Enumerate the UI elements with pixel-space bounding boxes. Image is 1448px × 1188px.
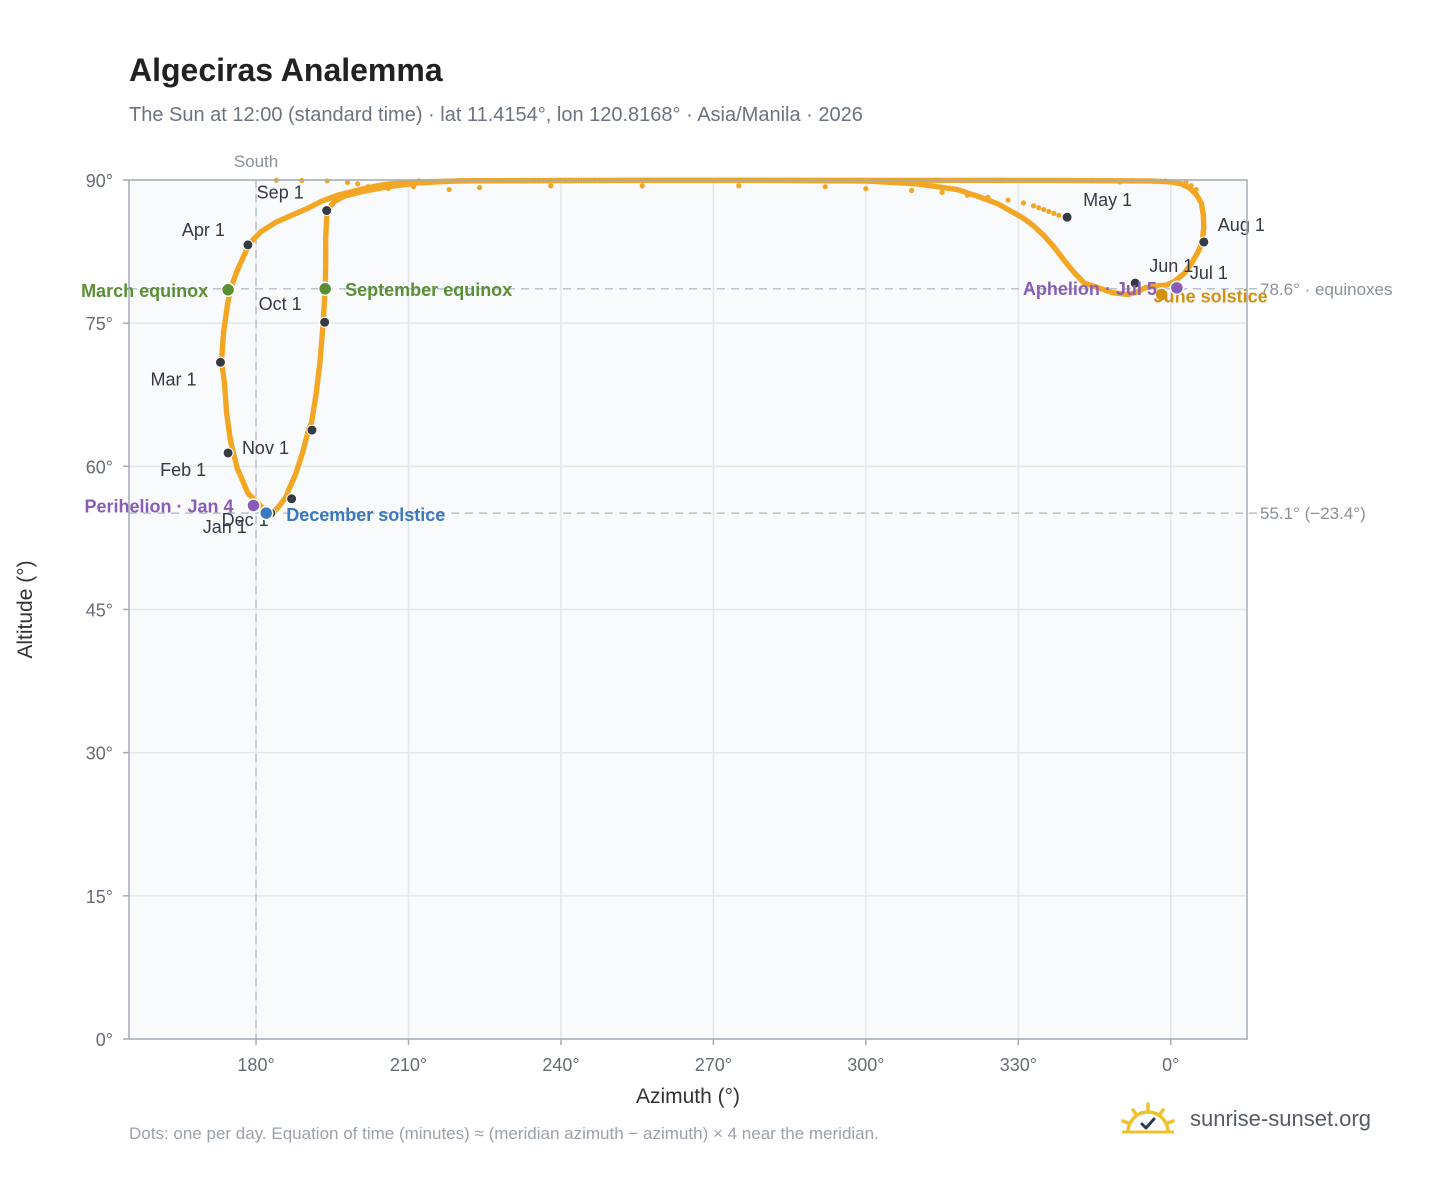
day-dot: [863, 185, 869, 192]
event-dot: [1154, 287, 1169, 302]
month-label: Jul 1: [1190, 263, 1228, 283]
reference-line-label: 78.6° · equinoxes: [1260, 280, 1393, 299]
month-label: Aug 1: [1218, 215, 1265, 235]
day-dot: [1041, 206, 1047, 213]
axis-ticks: 180° 210° 240° 270° 300° 330° 0° 0° 15° 30° 45° 60°…: [86, 171, 1180, 1075]
x-tick-label: 270°: [695, 1055, 732, 1075]
y-tick-label: 15°: [86, 887, 113, 907]
sun-logo-icon: [1121, 1102, 1175, 1134]
x-tick-label: 240°: [542, 1055, 579, 1075]
month-label: Nov 1: [242, 438, 289, 458]
y-tick-label: 90°: [86, 171, 113, 191]
day-dot: [939, 189, 945, 196]
day-dot: [1046, 208, 1052, 215]
day-dot: [1051, 210, 1057, 217]
day-dot: [1056, 212, 1062, 218]
brand[interactable]: sunrise-sunset.org: [1120, 1102, 1371, 1136]
month-dot: [1129, 277, 1141, 289]
month-dot: [242, 239, 254, 251]
month-dot: [319, 316, 331, 328]
event-dot: [317, 281, 333, 297]
y-tick-label: 75°: [86, 314, 113, 334]
day-dot: [477, 185, 483, 191]
event-dot: [246, 498, 261, 513]
event-label: Perihelion · Jan 4: [84, 496, 233, 516]
south-label: South: [234, 152, 278, 171]
day-dot: [1005, 197, 1011, 203]
month-label: Sep 1: [257, 183, 304, 203]
day-dot: [355, 181, 361, 187]
day-dot: [1036, 205, 1042, 211]
month-dot: [214, 356, 226, 368]
brand-name: sunrise-sunset.org: [1190, 1106, 1371, 1131]
day-dot: [1020, 200, 1026, 206]
event-label: Aphelion · Jul 5: [1023, 279, 1157, 299]
event-dot: [258, 505, 274, 521]
event-markers: March equinox September equinox December s…: [81, 279, 1268, 525]
x-tick-label: 300°: [847, 1055, 884, 1075]
month-label: Jun 1: [1149, 256, 1193, 276]
month-dot: [306, 424, 318, 436]
event-dot: [1169, 280, 1185, 296]
y-tick-label: 30°: [86, 744, 113, 764]
y-tick-label: 45°: [86, 601, 113, 621]
chart-title: Algeciras Analemma: [129, 52, 443, 88]
y-tick-label: 0°: [96, 1030, 113, 1050]
grid-lines: [129, 179, 1247, 1040]
month-label: Jan 1: [203, 517, 247, 537]
day-dot: [639, 183, 645, 189]
month-dot: [1198, 236, 1210, 248]
event-label: March equinox: [81, 281, 208, 301]
reference-lines: South 78.6° · equinoxes 55.1° (−23.4°): [129, 152, 1393, 1039]
y-tick-label: 60°: [86, 457, 113, 477]
footnote: Dots: one per day. Equation of time (min…: [129, 1124, 879, 1143]
x-tick-label: 0°: [1162, 1055, 1179, 1075]
reference-line-label: 55.1° (−23.4°): [1260, 504, 1366, 523]
x-tick-label: 180°: [237, 1055, 274, 1075]
month-label: Dec 1: [222, 510, 269, 530]
x-tick-label: 330°: [1000, 1055, 1037, 1075]
day-dot: [344, 179, 351, 185]
month-dot: [1061, 211, 1073, 223]
y-axis-title: Altitude (°): [14, 560, 37, 658]
event-label: December solstice: [286, 505, 445, 525]
x-tick-label: 210°: [390, 1055, 427, 1075]
day-dot: [909, 187, 915, 194]
day-dot: [1030, 203, 1037, 209]
month-label: May 1: [1083, 190, 1132, 210]
day-dot: [822, 184, 828, 190]
month-label: Oct 1: [259, 294, 302, 314]
day-dot: [548, 183, 554, 189]
month-dot: [321, 205, 333, 217]
chart-subtitle: The Sun at 12:00 (standard time) · lat 1…: [129, 104, 863, 126]
day-dot: [446, 186, 452, 193]
month-label: Feb 1: [160, 460, 206, 480]
event-label: September equinox: [345, 280, 512, 300]
day-dot: [324, 178, 330, 184]
month-dot: [222, 447, 234, 459]
month-label: Mar 1: [150, 369, 196, 389]
month-dot: [286, 493, 298, 505]
event-dot: [220, 282, 236, 298]
x-axis-title: Azimuth (°): [636, 1085, 740, 1108]
month-label: Apr 1: [182, 220, 225, 240]
day-dot: [736, 183, 742, 189]
